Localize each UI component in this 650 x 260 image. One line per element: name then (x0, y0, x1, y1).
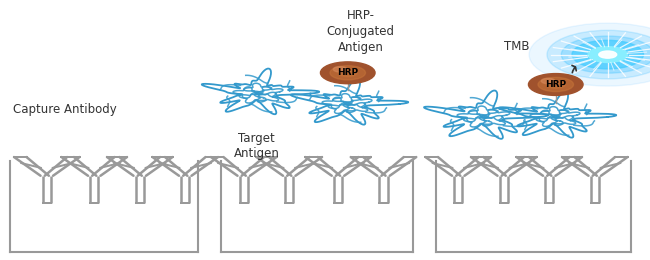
Circle shape (333, 67, 347, 72)
Circle shape (330, 66, 365, 80)
Text: TMB: TMB (504, 40, 530, 53)
Text: HRP: HRP (337, 68, 358, 77)
Circle shape (528, 74, 583, 95)
Circle shape (320, 62, 375, 84)
Circle shape (547, 30, 650, 79)
Circle shape (588, 47, 627, 62)
Circle shape (599, 51, 617, 58)
Text: Capture Antibody: Capture Antibody (13, 103, 117, 116)
Circle shape (538, 77, 573, 92)
Text: Target
Antigen: Target Antigen (234, 132, 280, 160)
Circle shape (546, 81, 566, 88)
Text: HRP: HRP (545, 80, 566, 89)
Text: HRP-
Conjugated
Antigen: HRP- Conjugated Antigen (327, 9, 395, 54)
Circle shape (529, 23, 650, 86)
Circle shape (561, 36, 650, 73)
Circle shape (338, 69, 358, 77)
Circle shape (572, 40, 644, 69)
Circle shape (541, 78, 555, 84)
